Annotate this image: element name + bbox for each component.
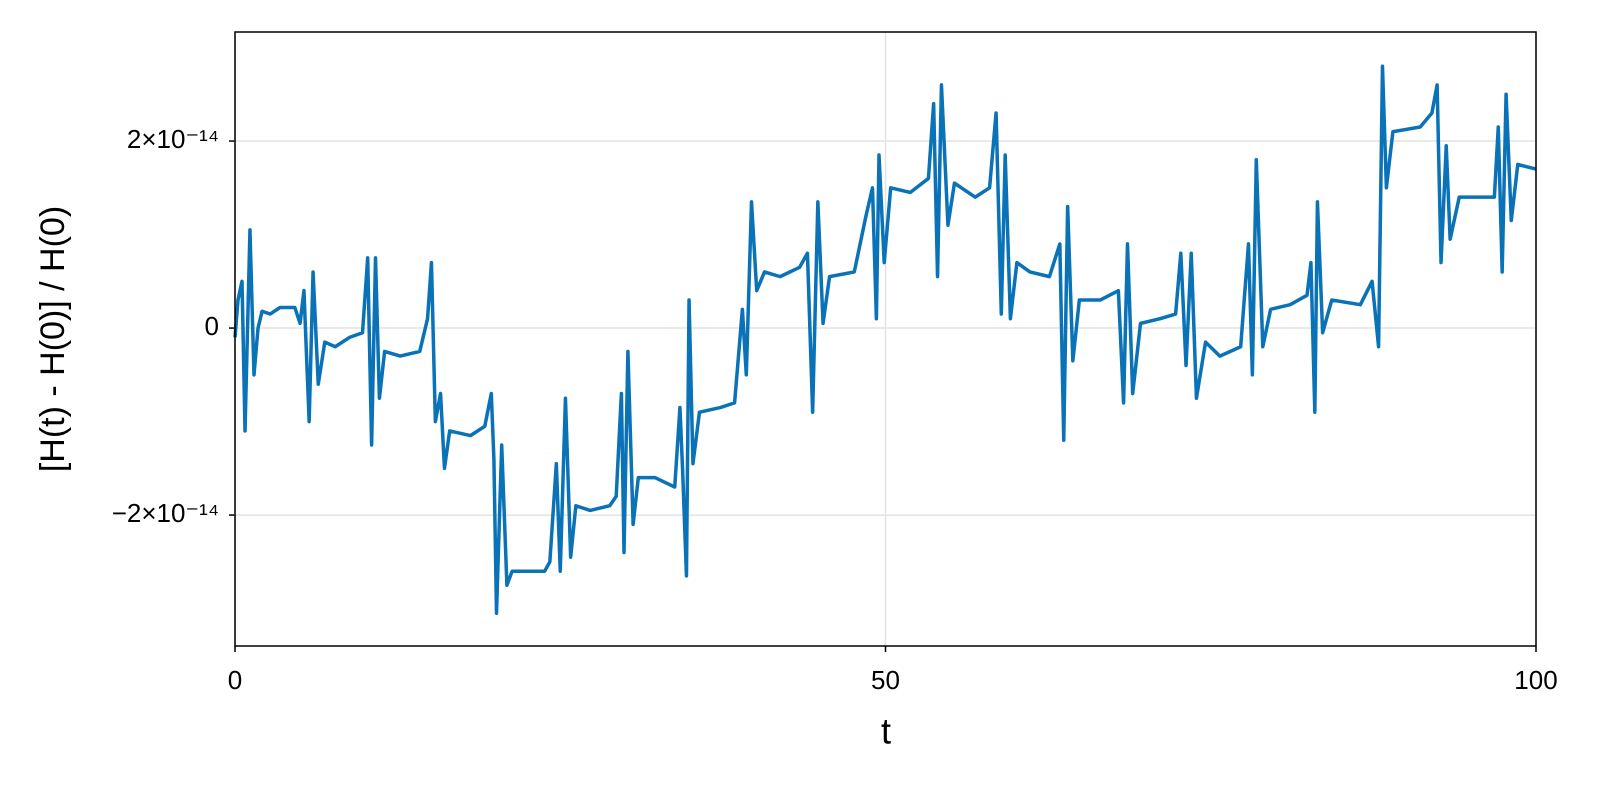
x-tick-label: 100 [1514, 665, 1557, 695]
y-tick-label: 2×10⁻¹⁴ [127, 124, 219, 154]
y-tick-label: 0 [205, 311, 219, 341]
plot-frame [234, 31, 1537, 647]
line-series [233, 64, 1537, 616]
x-axis-label: t [881, 711, 891, 752]
y-tick-label: −2×10⁻¹⁴ [112, 498, 219, 528]
x-tick-label: 0 [228, 665, 242, 695]
y-axis-label: [H(t) - H(0)] / H(0) [34, 206, 72, 472]
x-tick-label: 50 [871, 665, 900, 695]
